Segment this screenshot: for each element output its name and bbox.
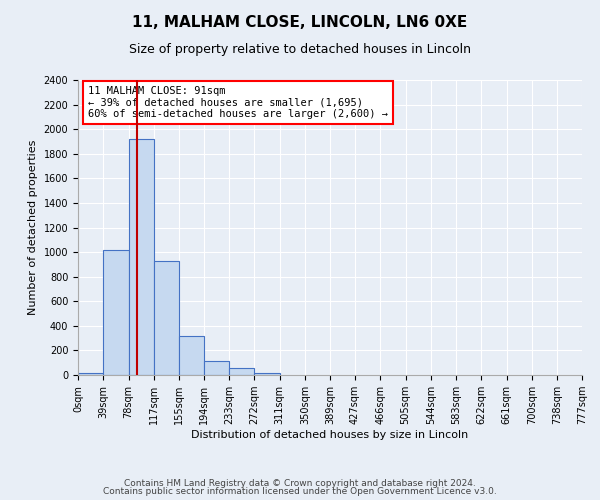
- Bar: [204, 362, 229, 375]
- Bar: [78, 372, 103, 375]
- Y-axis label: Number of detached properties: Number of detached properties: [28, 140, 38, 315]
- Text: 11, MALHAM CLOSE, LINCOLN, LN6 0XE: 11, MALHAM CLOSE, LINCOLN, LN6 0XE: [133, 15, 467, 30]
- Text: Size of property relative to detached houses in Lincoln: Size of property relative to detached ho…: [129, 42, 471, 56]
- Bar: [179, 336, 204, 375]
- Text: Contains HM Land Registry data © Crown copyright and database right 2024.: Contains HM Land Registry data © Crown c…: [124, 478, 476, 488]
- Bar: [229, 368, 254, 375]
- Bar: [254, 372, 280, 375]
- Text: Contains public sector information licensed under the Open Government Licence v3: Contains public sector information licen…: [103, 488, 497, 496]
- X-axis label: Distribution of detached houses by size in Lincoln: Distribution of detached houses by size …: [191, 430, 469, 440]
- Text: 11 MALHAM CLOSE: 91sqm
← 39% of detached houses are smaller (1,695)
60% of semi-: 11 MALHAM CLOSE: 91sqm ← 39% of detached…: [88, 86, 388, 119]
- Bar: [103, 250, 128, 375]
- Bar: [154, 260, 179, 375]
- Bar: [128, 139, 154, 375]
